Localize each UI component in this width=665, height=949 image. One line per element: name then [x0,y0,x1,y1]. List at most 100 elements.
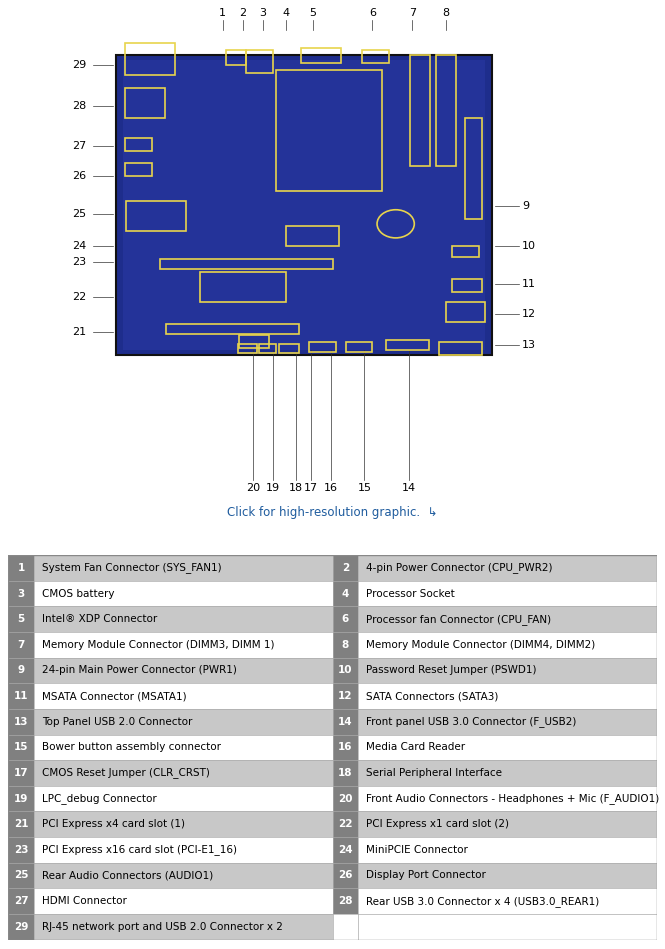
Text: MiniPCIE Connector: MiniPCIE Connector [366,845,468,855]
Text: 27: 27 [72,140,86,151]
Text: 17: 17 [14,768,29,778]
Text: 13: 13 [522,340,536,349]
Text: 20: 20 [245,483,260,493]
Text: PCI Express x16 card slot (PCI-E1_16): PCI Express x16 card slot (PCI-E1_16) [42,845,237,855]
Text: 2: 2 [239,8,246,18]
Bar [238,344,257,353]
Text: 8: 8 [342,640,349,650]
Text: 18: 18 [289,483,303,493]
Text: 24: 24 [72,241,86,251]
Text: Front panel USB 3.0 Connector (F_USB2): Front panel USB 3.0 Connector (F_USB2) [366,716,577,727]
Bar [332,683,657,709]
Bar [125,139,152,151]
Text: 25: 25 [72,209,86,219]
Bar [362,50,389,63]
Bar [332,632,358,658]
Bar [286,227,339,247]
Bar [116,55,492,355]
Text: 28: 28 [72,101,86,111]
Text: Top Panel USB 2.0 Connector: Top Panel USB 2.0 Connector [42,716,192,727]
Bar [332,606,358,632]
Text: Memory Module Connector (DIMM3, DIMM 1): Memory Module Connector (DIMM3, DIMM 1) [42,640,274,650]
Bar [439,342,482,355]
Text: 27: 27 [14,896,29,906]
Bar [332,555,657,581]
Text: SATA Connectors (SATA3): SATA Connectors (SATA3) [366,691,499,701]
Bar [309,342,336,352]
Bar [8,683,332,709]
Bar [8,914,34,940]
Bar [465,119,482,219]
Text: Rear Audio Connectors (AUDIO1): Rear Audio Connectors (AUDIO1) [42,870,213,881]
Text: 12: 12 [522,309,536,320]
Bar [125,88,165,119]
Text: 9: 9 [17,665,25,676]
Text: 19: 19 [14,793,28,804]
Bar [8,658,34,683]
Bar [8,837,332,863]
Text: 14: 14 [402,483,416,493]
Bar [8,863,332,888]
Bar [332,888,358,914]
Bar [8,683,34,709]
Text: 15: 15 [14,742,28,753]
Bar [452,279,482,291]
Text: 6: 6 [342,614,349,624]
Text: 29: 29 [14,921,28,932]
Text: 10: 10 [522,241,536,251]
Bar [8,786,34,811]
Bar [8,811,332,837]
Bar [452,247,479,256]
Bar [332,786,358,811]
Text: 9: 9 [522,201,529,212]
Bar [279,344,299,353]
Text: Front Audio Connectors - Headphones + Mic (F_AUDIO1): Front Audio Connectors - Headphones + Mi… [366,793,660,804]
Bar [8,837,34,863]
Bar [332,863,657,888]
Text: 26: 26 [72,171,86,181]
Bar [166,325,299,334]
Bar [8,914,332,940]
Text: 4: 4 [283,8,289,18]
Bar [200,271,286,302]
Bar [226,50,246,65]
Bar [160,259,332,270]
Text: 14: 14 [338,716,353,727]
Text: 22: 22 [338,819,352,829]
Text: LPC_debug Connector: LPC_debug Connector [42,793,156,804]
Bar [8,786,332,811]
Text: Display Port Connector: Display Port Connector [366,870,486,881]
Bar [8,658,332,683]
Bar [446,302,485,322]
Text: 1: 1 [219,8,226,18]
Bar [8,581,332,606]
Text: 19: 19 [265,483,280,493]
Text: 23: 23 [72,256,86,267]
Text: Processor Socket: Processor Socket [366,588,455,599]
Text: 10: 10 [338,665,352,676]
Bar [332,581,358,606]
Bar [346,342,372,352]
Bar [125,163,152,177]
Text: 21: 21 [14,819,28,829]
Bar [332,888,657,914]
Bar [332,709,358,735]
Bar [8,555,34,581]
Text: Intel® XDP Connector: Intel® XDP Connector [42,614,157,624]
Bar [332,786,657,811]
Bar [8,709,332,735]
Bar [301,47,341,63]
Text: 11: 11 [14,691,28,701]
Text: 5: 5 [309,8,316,18]
Bar [332,683,358,709]
Text: 1: 1 [17,563,25,573]
Text: 22: 22 [72,291,86,302]
Text: System Fan Connector (SYS_FAN1): System Fan Connector (SYS_FAN1) [42,563,221,573]
Bar [8,760,332,786]
Text: 26: 26 [338,870,352,881]
Bar [332,811,358,837]
Bar [386,340,429,349]
Text: Serial Peripheral Interface: Serial Peripheral Interface [366,768,502,778]
Text: 16: 16 [323,483,338,493]
Bar [8,606,332,632]
